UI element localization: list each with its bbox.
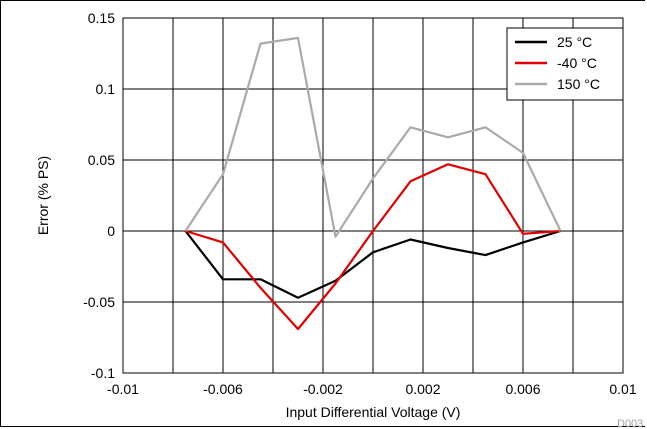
legend-box bbox=[506, 27, 624, 101]
legend-label-1: -40 °C bbox=[557, 55, 597, 71]
y-tick-label: -0.1 bbox=[91, 365, 115, 381]
legend: 25 °C -40 °C 150 °C bbox=[506, 27, 624, 101]
x-tick-label: -0.006 bbox=[203, 381, 243, 397]
series-line-0 bbox=[184, 229, 561, 299]
x-tick-label: 0.002 bbox=[405, 381, 440, 397]
y-tick-label: 0 bbox=[107, 223, 115, 239]
x-axis-label: Input Differential Voltage (V) bbox=[286, 404, 461, 420]
x-tick-label: -0.002 bbox=[303, 381, 343, 397]
y-axis-label: Error (% PS) bbox=[35, 156, 51, 235]
x-tick-label: 0.006 bbox=[505, 381, 540, 397]
tick-labels: -0.01 -0.006 -0.002 0.002 0.006 0.01 -0.1 -0.05… bbox=[83, 10, 637, 397]
legend-label-2: 150 °C bbox=[557, 76, 600, 92]
plot-area bbox=[122, 17, 624, 374]
series-line-2 bbox=[184, 36, 562, 238]
y-tick-label: 0.05 bbox=[88, 152, 115, 168]
series-lines bbox=[184, 36, 562, 331]
y-tick-label: 0.1 bbox=[96, 81, 116, 97]
series-line-1 bbox=[185, 163, 561, 331]
y-tick-label: 0.15 bbox=[88, 10, 115, 26]
x-tick-label: 0.01 bbox=[609, 381, 636, 397]
legend-label-0: 25 °C bbox=[557, 34, 592, 50]
figure-code: D003 bbox=[617, 418, 643, 429]
x-tick-label: -0.01 bbox=[107, 381, 139, 397]
y-tick-label: -0.05 bbox=[83, 294, 115, 310]
